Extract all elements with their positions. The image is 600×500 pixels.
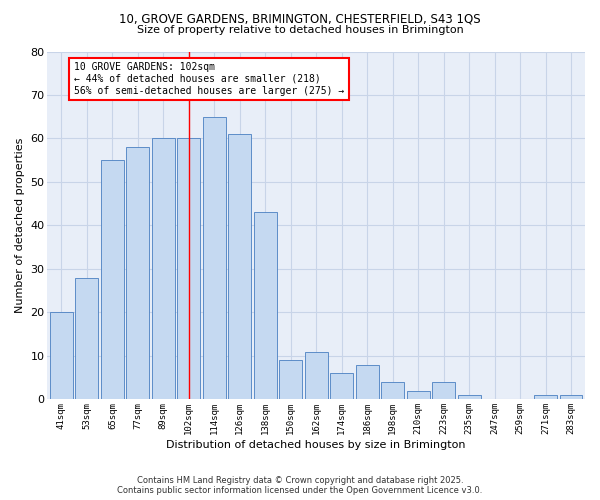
Text: Size of property relative to detached houses in Brimington: Size of property relative to detached ho… [137, 25, 463, 35]
Bar [407, 390, 430, 400]
Text: 10 GROVE GARDENS: 102sqm
← 44% of detached houses are smaller (218)
56% of semi-: 10 GROVE GARDENS: 102sqm ← 44% of detach… [74, 62, 344, 96]
Text: 10, GROVE GARDENS, BRIMINGTON, CHESTERFIELD, S43 1QS: 10, GROVE GARDENS, BRIMINGTON, CHESTERFI… [119, 12, 481, 26]
Bar [254, 212, 277, 400]
Bar [458, 395, 481, 400]
Bar [50, 312, 73, 400]
Bar [381, 382, 404, 400]
Text: Contains HM Land Registry data © Crown copyright and database right 2025.
Contai: Contains HM Land Registry data © Crown c… [118, 476, 482, 495]
Bar [203, 116, 226, 400]
Bar [101, 160, 124, 400]
Bar [76, 278, 98, 400]
Bar [356, 364, 379, 400]
Bar [127, 147, 149, 400]
Bar [305, 352, 328, 400]
Bar [178, 138, 200, 400]
Bar [229, 134, 251, 400]
Bar [152, 138, 175, 400]
Bar [432, 382, 455, 400]
Bar [330, 374, 353, 400]
Bar [279, 360, 302, 400]
Bar [560, 395, 583, 400]
Bar [534, 395, 557, 400]
X-axis label: Distribution of detached houses by size in Brimington: Distribution of detached houses by size … [166, 440, 466, 450]
Y-axis label: Number of detached properties: Number of detached properties [15, 138, 25, 313]
